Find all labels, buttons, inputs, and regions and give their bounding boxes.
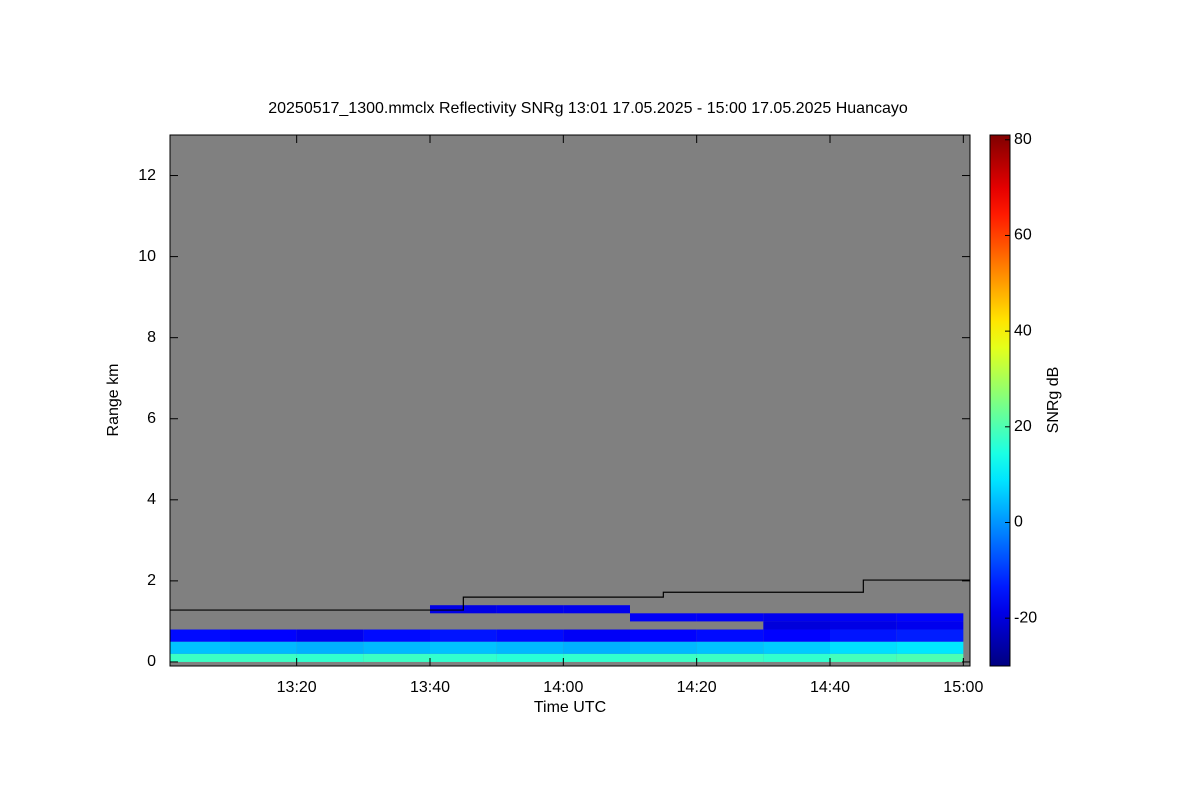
heatmap-cell — [563, 629, 630, 642]
boundary-line — [170, 579, 970, 611]
plot-frame — [169, 134, 971, 667]
heatmap-cell — [496, 629, 564, 642]
heatmap-cell — [296, 653, 364, 662]
heatmap-cell — [630, 629, 697, 642]
heatmap-cell — [496, 605, 564, 614]
x-tick-label: 13:20 — [277, 679, 317, 696]
colorbar-tick-label: 20 — [1014, 418, 1032, 435]
colorbar-tick-label: 60 — [1014, 227, 1032, 244]
heatmap-cell — [696, 641, 764, 654]
heatmap-cell — [763, 613, 830, 622]
y-tick-label: 10 — [138, 248, 156, 265]
y-tick-label: 2 — [147, 572, 156, 589]
heatmap-cell — [430, 641, 497, 654]
heatmap-cell — [170, 653, 230, 662]
heatmap-cell — [830, 613, 897, 622]
heatmap-cell — [496, 641, 564, 654]
x-tick-label: 14:40 — [810, 679, 850, 696]
colorbar-tick-label: 0 — [1014, 514, 1023, 531]
heatmap-cell — [696, 629, 764, 642]
heatmap-cell — [696, 613, 764, 622]
colorbar — [989, 134, 1011, 667]
colorbar-tick-label: -20 — [1014, 609, 1037, 626]
y-tick-label: 12 — [138, 167, 156, 184]
heatmap-cell — [496, 653, 564, 662]
heatmap-cell — [896, 653, 964, 662]
heatmap-cell — [630, 641, 697, 654]
heatmap-cell — [763, 653, 830, 662]
x-tick-label: 13:40 — [410, 679, 450, 696]
heatmap-cell — [830, 629, 897, 642]
colorbar-tick-label: 40 — [1014, 322, 1032, 339]
y-tick-label: 0 — [147, 653, 156, 670]
heatmap-cell — [830, 653, 897, 662]
x-tick-label: 14:00 — [543, 679, 583, 696]
colorbar-tick-label: 80 — [1014, 131, 1032, 148]
colorbar-label: SNRg dB — [1045, 367, 1062, 434]
heatmap-cell — [896, 621, 964, 630]
heatmap-cell — [563, 605, 630, 614]
x-tick-label: 15:00 — [943, 679, 983, 696]
heatmap-cell — [896, 629, 964, 642]
heatmap-cell — [896, 641, 964, 654]
chart-title: 20250517_1300.mmclx Reflectivity SNRg 13… — [268, 100, 908, 117]
heatmap-cell — [363, 653, 430, 662]
heatmap-cell — [296, 629, 364, 642]
heatmap-cell — [563, 641, 630, 654]
y-axis-label: Range km — [105, 364, 122, 437]
heatmap-cell — [430, 629, 497, 642]
heatmap-cell — [430, 653, 497, 662]
heatmap-cell — [830, 621, 897, 630]
heatmap-cell — [170, 641, 230, 654]
heatmap-cell — [630, 653, 697, 662]
heatmap-cell — [170, 629, 230, 642]
heatmap-cell — [230, 653, 297, 662]
heatmap-cell — [630, 613, 697, 622]
heatmap-cell — [830, 641, 897, 654]
heatmap-cell — [230, 629, 297, 642]
x-axis-label: Time UTC — [534, 699, 606, 716]
heatmap-cell — [763, 629, 830, 642]
plot-background — [170, 135, 970, 666]
heatmap-cell — [230, 641, 297, 654]
heatmap-cell — [563, 653, 630, 662]
y-tick-label: 4 — [147, 491, 156, 508]
heatmap-cells — [170, 579, 970, 662]
heatmap-cell — [763, 641, 830, 654]
heatmap-cell — [296, 641, 364, 654]
x-tick-label: 14:20 — [677, 679, 717, 696]
y-tick-label: 6 — [147, 410, 156, 427]
heatmap-cell — [363, 629, 430, 642]
y-tick-label: 8 — [147, 329, 156, 346]
heatmap-cell — [763, 621, 830, 630]
heatmap-cell — [696, 653, 764, 662]
heatmap-cell — [363, 641, 430, 654]
heatmap-cell — [896, 613, 964, 622]
